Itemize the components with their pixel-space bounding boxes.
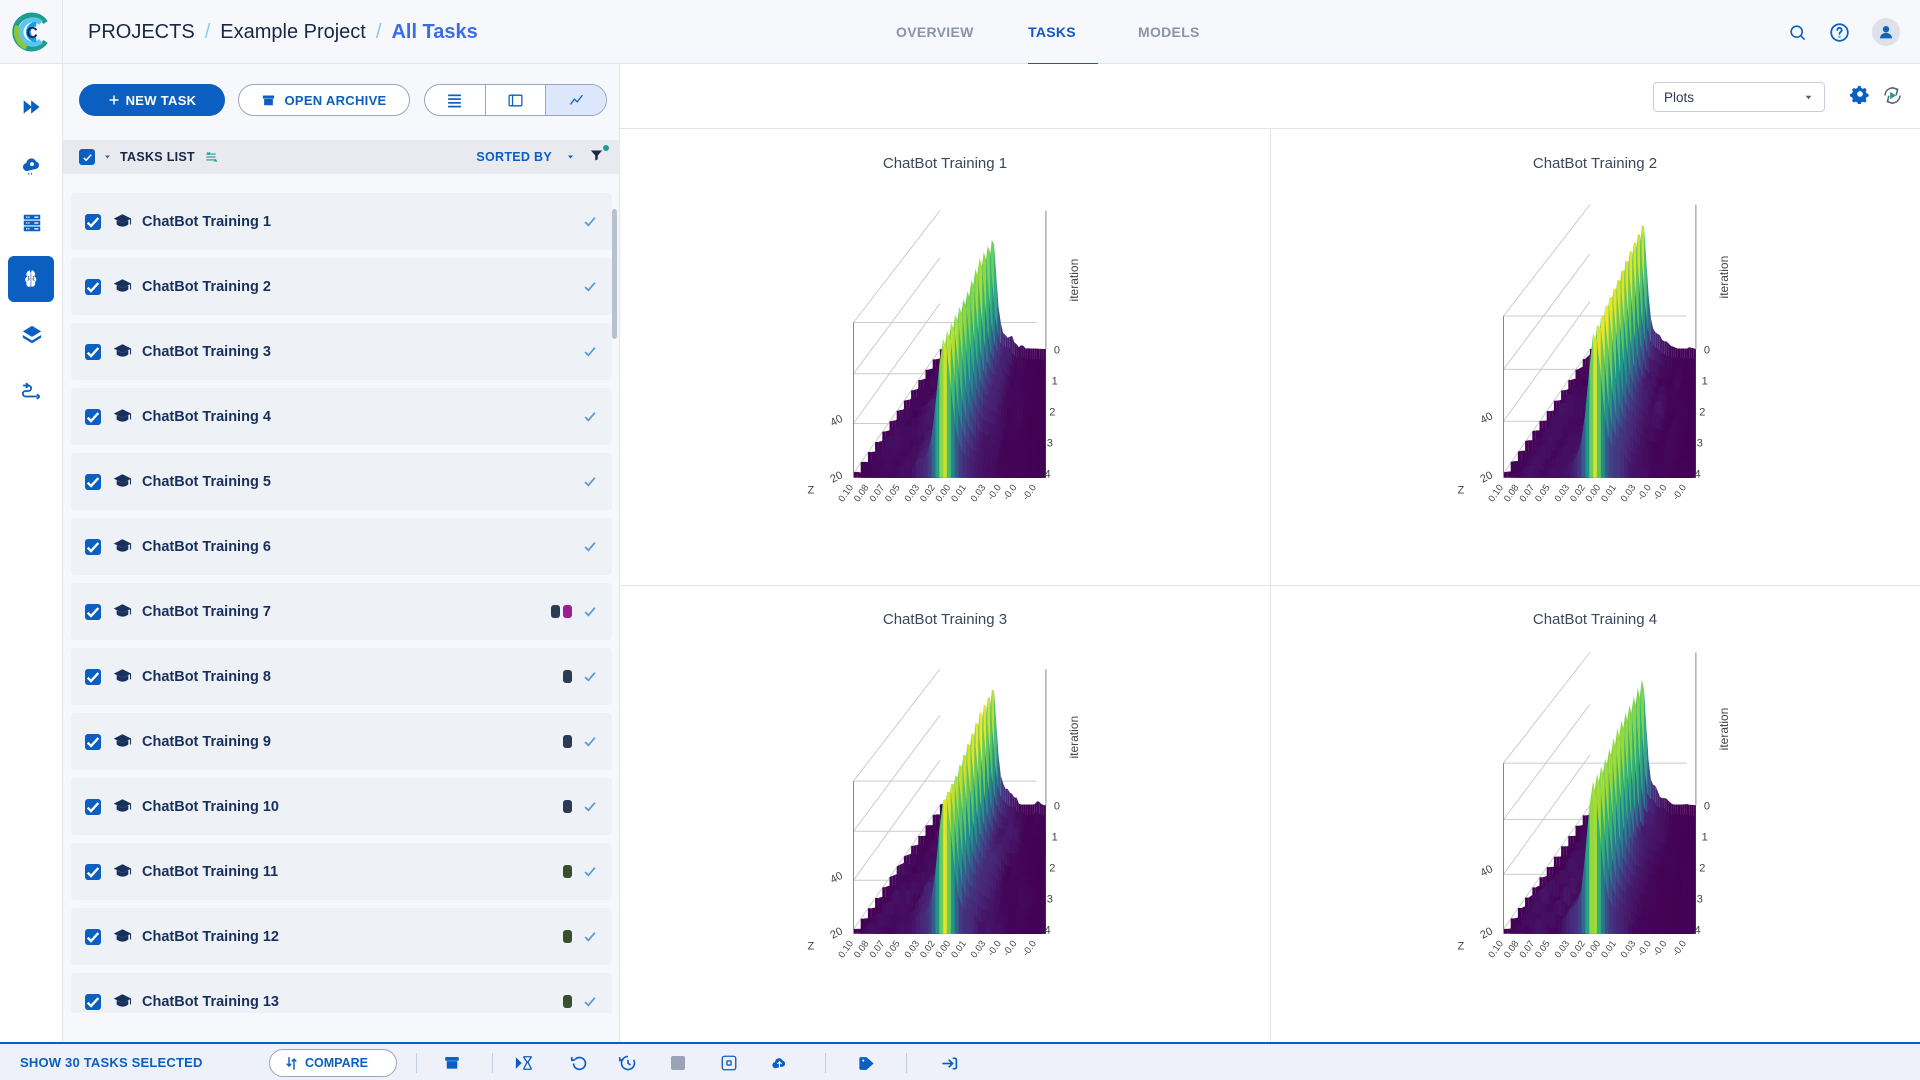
- svg-text:Z: Z: [808, 940, 815, 952]
- svg-text:ChatBot Training 4: ChatBot Training 4: [1533, 611, 1657, 628]
- svg-text:0.01: 0.01: [949, 483, 969, 504]
- svg-text:0.02: 0.02: [918, 483, 938, 504]
- svg-text:0.03: 0.03: [969, 939, 989, 960]
- svg-text:20: 20: [828, 469, 844, 485]
- svg-text:20: 20: [1478, 469, 1494, 485]
- svg-text:0.07: 0.07: [1518, 483, 1538, 504]
- svg-text:1: 1: [1702, 375, 1708, 387]
- svg-text:0.02: 0.02: [1568, 939, 1588, 960]
- svg-text:0.08: 0.08: [852, 939, 872, 960]
- svg-text:0.10: 0.10: [836, 483, 856, 504]
- svg-text:4: 4: [1045, 924, 1051, 936]
- svg-text:3: 3: [1697, 437, 1703, 449]
- svg-text:4: 4: [1695, 924, 1701, 936]
- svg-text:0.05: 0.05: [1533, 939, 1553, 960]
- svg-text:0.05: 0.05: [1533, 483, 1553, 504]
- svg-text:0.07: 0.07: [1518, 939, 1538, 960]
- svg-text:-0.0: -0.0: [1021, 939, 1039, 959]
- svg-text:0.03: 0.03: [1619, 939, 1639, 960]
- svg-text:0.01: 0.01: [949, 939, 969, 960]
- svg-text:4: 4: [1695, 468, 1701, 480]
- svg-text:20: 20: [1478, 925, 1494, 941]
- svg-text:0.07: 0.07: [868, 939, 888, 960]
- svg-text:-0.0: -0.0: [1651, 483, 1669, 503]
- svg-text:0.10: 0.10: [1486, 939, 1506, 960]
- svg-text:1: 1: [1052, 831, 1058, 843]
- svg-text:0.08: 0.08: [1502, 483, 1522, 504]
- svg-text:40: 40: [828, 870, 844, 886]
- svg-text:40: 40: [1478, 863, 1494, 879]
- svg-text:2: 2: [1699, 406, 1705, 418]
- svg-text:ChatBot Training 2: ChatBot Training 2: [1533, 155, 1657, 172]
- svg-text:Z: Z: [808, 484, 815, 496]
- svg-text:40: 40: [1478, 410, 1494, 426]
- svg-text:20: 20: [828, 925, 844, 941]
- svg-text:0.07: 0.07: [868, 483, 888, 504]
- svg-text:0.00: 0.00: [1584, 483, 1604, 504]
- svg-text:-0.0: -0.0: [1635, 483, 1653, 503]
- svg-text:ChatBot Training 1: ChatBot Training 1: [883, 155, 1007, 172]
- svg-text:0.08: 0.08: [1502, 939, 1522, 960]
- svg-text:0.00: 0.00: [934, 483, 954, 504]
- svg-text:C: C: [26, 25, 37, 42]
- svg-text:2: 2: [1049, 406, 1055, 418]
- svg-text:0: 0: [1704, 344, 1710, 356]
- svg-text:0.01: 0.01: [1599, 939, 1619, 960]
- svg-text:0: 0: [1054, 344, 1060, 356]
- svg-text:0.03: 0.03: [903, 483, 923, 504]
- svg-text:0.00: 0.00: [934, 939, 954, 960]
- svg-text:iteration: iteration: [1717, 256, 1731, 299]
- svg-text:0.03: 0.03: [1553, 483, 1573, 504]
- svg-text:4: 4: [1045, 468, 1051, 480]
- svg-text:0.02: 0.02: [918, 939, 938, 960]
- svg-text:0: 0: [1704, 800, 1710, 812]
- svg-text:0.10: 0.10: [836, 939, 856, 960]
- svg-text:iteration: iteration: [1067, 259, 1081, 302]
- svg-text:Z: Z: [1458, 484, 1465, 496]
- svg-text:-0.0: -0.0: [985, 483, 1003, 503]
- svg-text:3: 3: [1047, 893, 1053, 905]
- svg-text:ChatBot Training 3: ChatBot Training 3: [883, 611, 1007, 628]
- svg-text:-0.0: -0.0: [1671, 483, 1689, 503]
- svg-text:0.08: 0.08: [852, 483, 872, 504]
- svg-text:3: 3: [1697, 893, 1703, 905]
- svg-text:-0.0: -0.0: [1651, 939, 1669, 959]
- svg-text:0.03: 0.03: [1619, 483, 1639, 504]
- svg-text:-0.0: -0.0: [1635, 939, 1653, 959]
- svg-text:1: 1: [1702, 831, 1708, 843]
- svg-text:0.02: 0.02: [1568, 483, 1588, 504]
- svg-text:0.00: 0.00: [1584, 939, 1604, 960]
- svg-text:2: 2: [1049, 862, 1055, 874]
- svg-text:iteration: iteration: [1717, 708, 1731, 751]
- svg-text:Z: Z: [1458, 940, 1465, 952]
- svg-text:2: 2: [1699, 862, 1705, 874]
- svg-text:-0.0: -0.0: [1671, 939, 1689, 959]
- svg-text:-0.0: -0.0: [1021, 483, 1039, 503]
- svg-text:-0.0: -0.0: [1001, 483, 1019, 503]
- svg-text:-0.0: -0.0: [985, 939, 1003, 959]
- svg-text:0.03: 0.03: [903, 939, 923, 960]
- svg-text:0.03: 0.03: [969, 483, 989, 504]
- svg-text:3: 3: [1047, 437, 1053, 449]
- svg-text:0.05: 0.05: [883, 483, 903, 504]
- svg-text:40: 40: [828, 413, 844, 429]
- svg-text:0.10: 0.10: [1486, 483, 1506, 504]
- svg-text:-0.0: -0.0: [1001, 939, 1019, 959]
- svg-text:0.03: 0.03: [1553, 939, 1573, 960]
- svg-text:0: 0: [1054, 800, 1060, 812]
- svg-text:1: 1: [1052, 375, 1058, 387]
- svg-text:iteration: iteration: [1067, 716, 1081, 759]
- svg-text:0.01: 0.01: [1599, 483, 1619, 504]
- svg-text:0.05: 0.05: [883, 939, 903, 960]
